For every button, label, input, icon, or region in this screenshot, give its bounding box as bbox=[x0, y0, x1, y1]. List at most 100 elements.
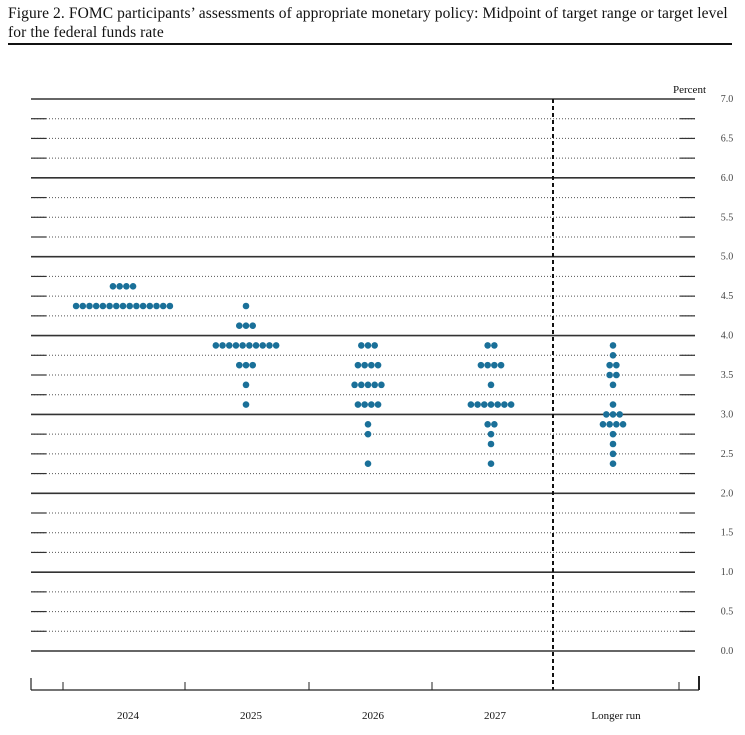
dot-2025 bbox=[242, 361, 250, 369]
y-tick-label: 0.0 bbox=[721, 646, 734, 657]
y-tick-label: 6.5 bbox=[721, 133, 734, 144]
dot-2027 bbox=[487, 381, 495, 389]
dot-2027 bbox=[487, 401, 495, 408]
x-category-label: 2025 bbox=[240, 710, 263, 722]
dot-2026 bbox=[371, 381, 379, 389]
dot-2027 bbox=[487, 460, 495, 468]
dot-longer-run bbox=[609, 411, 617, 418]
dot-2024 bbox=[79, 302, 87, 310]
dot-2027 bbox=[477, 361, 485, 369]
dot-2025 bbox=[259, 342, 267, 349]
dot-2024 bbox=[86, 302, 93, 310]
y-tick-label: 3.5 bbox=[721, 370, 734, 381]
x-category-label: 2027 bbox=[484, 710, 507, 722]
dot-2027 bbox=[484, 420, 491, 428]
dot-2026 bbox=[368, 361, 375, 369]
dot-2026 bbox=[374, 361, 382, 369]
y-tick-label: 1.5 bbox=[721, 528, 734, 539]
dot-2027 bbox=[497, 361, 505, 369]
dot-2024 bbox=[113, 302, 120, 310]
dot-2024 bbox=[109, 282, 117, 290]
dot-2025 bbox=[249, 361, 256, 369]
dot-longer-run bbox=[609, 351, 617, 359]
y-tick-label: 7.0 bbox=[721, 94, 734, 105]
dot-2024 bbox=[99, 302, 107, 310]
dot-2026 bbox=[354, 361, 362, 369]
dot-2025 bbox=[272, 342, 280, 349]
dot-2025 bbox=[249, 322, 256, 330]
dot-longer-run bbox=[609, 342, 617, 349]
dot-2024 bbox=[153, 302, 160, 310]
dot-longer-run bbox=[609, 460, 617, 468]
dot-2025 bbox=[236, 322, 243, 330]
dot-2026 bbox=[364, 342, 372, 349]
y-tick-label: 5.0 bbox=[721, 252, 734, 263]
dot-2027 bbox=[491, 361, 498, 369]
dot-2024 bbox=[72, 302, 80, 310]
dot-2024 bbox=[119, 302, 127, 310]
dot-2025 bbox=[232, 342, 240, 349]
dot-2027 bbox=[474, 401, 481, 408]
dot-2027 bbox=[484, 342, 491, 349]
y-tick-label: 4.5 bbox=[721, 291, 734, 302]
dot-longer-run bbox=[613, 420, 620, 428]
dot-2025 bbox=[266, 342, 273, 349]
dot-2026 bbox=[358, 381, 365, 389]
dot-2027 bbox=[467, 401, 475, 408]
dot-2025 bbox=[252, 342, 260, 349]
dot-longer-run bbox=[599, 420, 607, 428]
y-tick-label: 0.5 bbox=[721, 607, 734, 618]
dot-2025 bbox=[239, 342, 246, 349]
dot-2024 bbox=[166, 302, 174, 310]
dot-2024 bbox=[129, 282, 137, 290]
x-category-label: 2024 bbox=[117, 710, 140, 722]
dot-2027 bbox=[491, 342, 498, 349]
y-tick-label: 1.0 bbox=[721, 567, 734, 578]
dot-longer-run bbox=[609, 450, 617, 458]
dot-longer-run bbox=[609, 381, 617, 389]
dot-2026 bbox=[368, 401, 375, 408]
dot-2027 bbox=[484, 361, 491, 369]
dot-2026 bbox=[358, 342, 365, 349]
dot-2026 bbox=[374, 401, 382, 408]
dot-2025 bbox=[236, 361, 243, 369]
dot-2027 bbox=[487, 440, 495, 448]
dot-2025 bbox=[242, 401, 250, 408]
dot-longer-run bbox=[609, 430, 617, 438]
x-category-label: 2026 bbox=[362, 710, 385, 722]
dot-2024 bbox=[126, 302, 133, 310]
y-tick-label: 2.0 bbox=[721, 488, 734, 499]
dot-longer-run bbox=[616, 411, 623, 418]
dot-2026 bbox=[364, 460, 372, 468]
dot-longer-run bbox=[606, 420, 613, 428]
dot-2027 bbox=[501, 401, 508, 408]
y-tick-label: 4.0 bbox=[721, 331, 734, 342]
dot-2025 bbox=[246, 342, 253, 349]
x-category-label: Longer run bbox=[591, 710, 641, 722]
dot-2026 bbox=[371, 342, 379, 349]
dot-2024 bbox=[159, 302, 167, 310]
dot-2024 bbox=[139, 302, 147, 310]
dot-longer-run bbox=[609, 440, 617, 448]
dot-2027 bbox=[487, 430, 495, 438]
dot-2026 bbox=[378, 381, 385, 389]
dot-2027 bbox=[507, 401, 515, 408]
dot-2025 bbox=[242, 381, 250, 389]
dot-longer-run bbox=[606, 361, 613, 369]
y-tick-label: 5.5 bbox=[721, 212, 734, 223]
dot-2026 bbox=[354, 401, 362, 408]
dot-2024 bbox=[133, 302, 140, 310]
dot-2024 bbox=[146, 302, 154, 310]
dot-longer-run bbox=[613, 361, 620, 369]
dot-2025 bbox=[242, 302, 250, 310]
dot-2024 bbox=[106, 302, 113, 310]
dot-longer-run bbox=[603, 411, 610, 418]
dot-2025 bbox=[219, 342, 226, 349]
dot-2024 bbox=[116, 282, 123, 290]
dot-2026 bbox=[364, 381, 372, 389]
y-tick-label: 6.0 bbox=[721, 173, 734, 184]
dot-2025 bbox=[225, 342, 233, 349]
dot-longer-run bbox=[606, 371, 613, 379]
figure-title: Figure 2. FOMC participants’ assessments… bbox=[8, 5, 728, 41]
